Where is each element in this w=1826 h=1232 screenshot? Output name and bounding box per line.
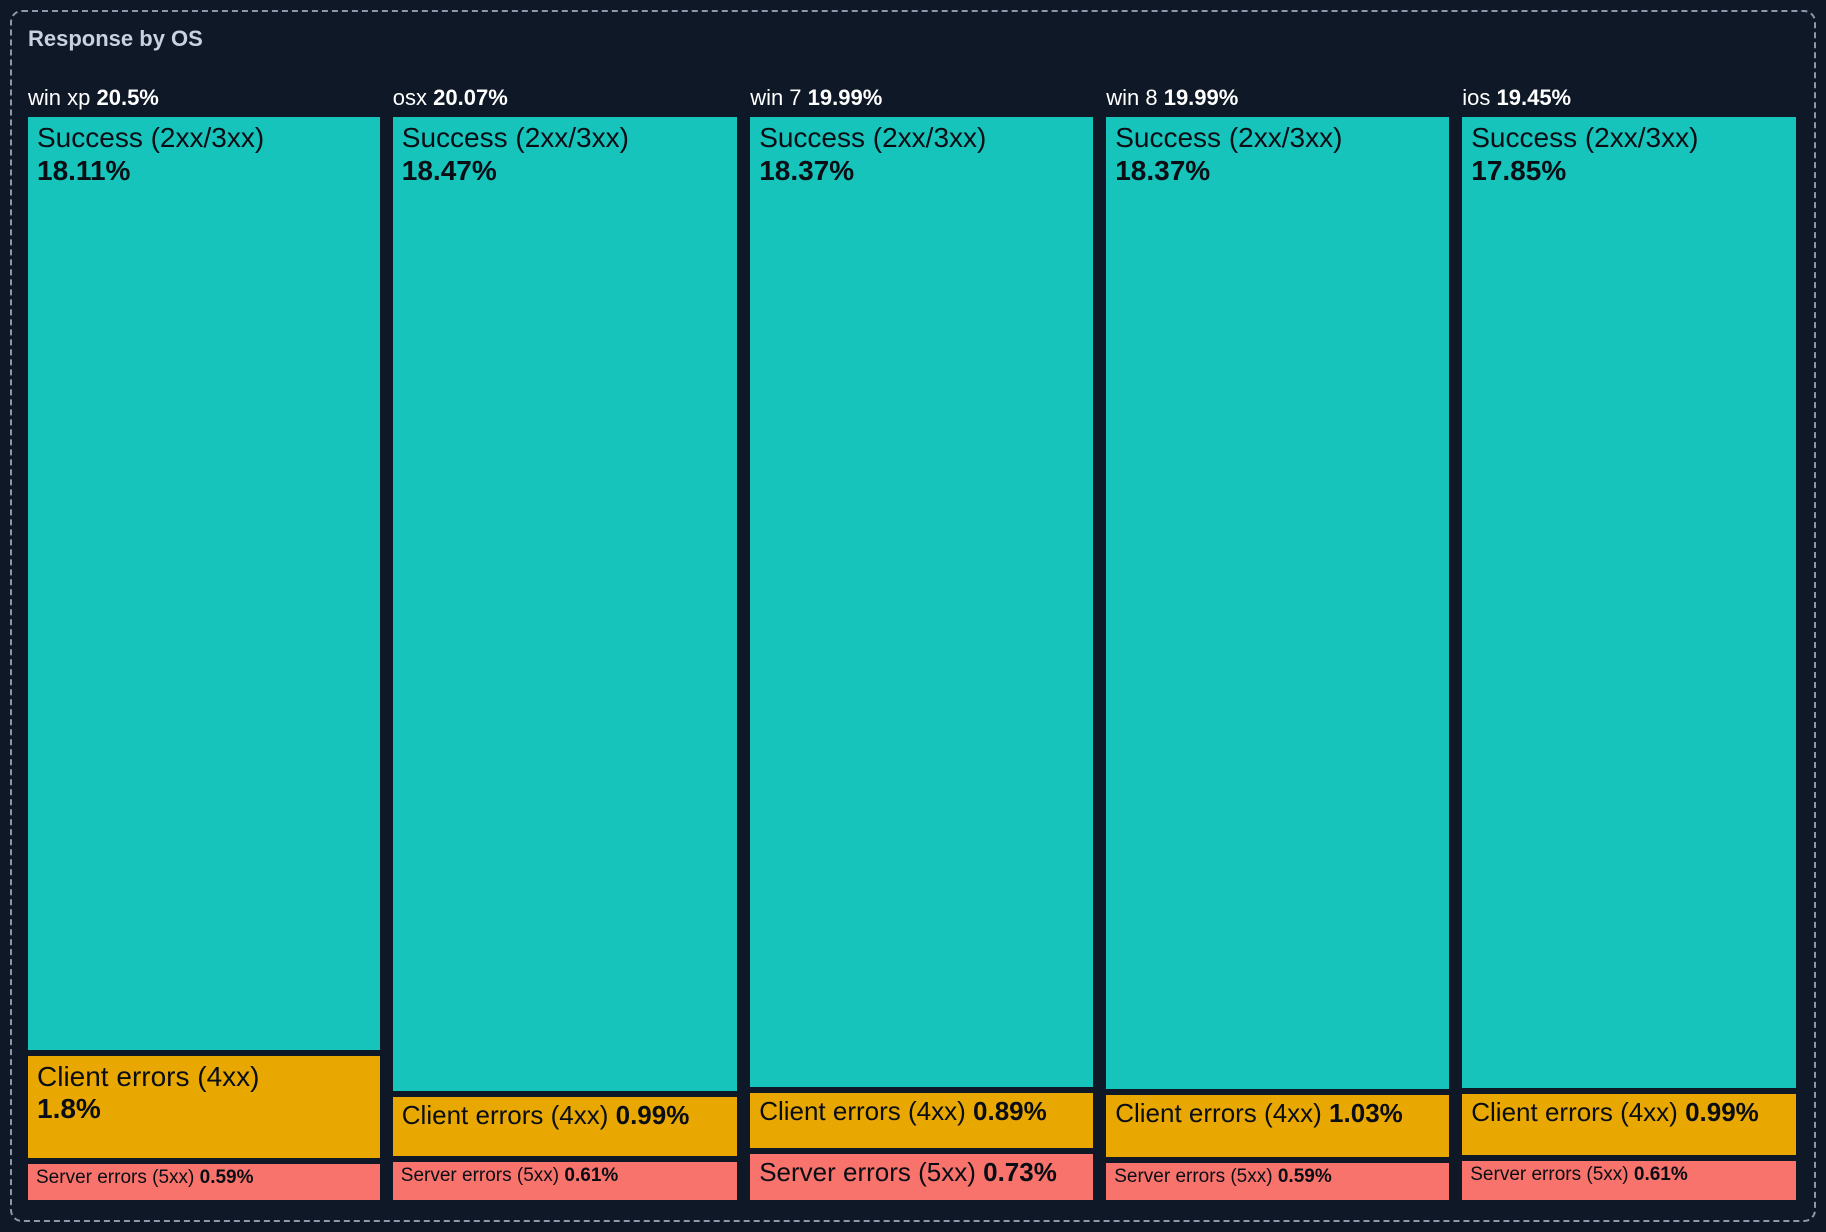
- segment-label: Client errors (4xx): [1115, 1098, 1322, 1129]
- segment-server-errors[interactable]: Server errors (5xx) 0.59%: [1106, 1163, 1450, 1200]
- segment-label: Success (2xx/3xx): [1471, 122, 1699, 154]
- segment-server-errors[interactable]: Server errors (5xx) 0.73%: [750, 1153, 1094, 1200]
- segment-label: Client errors (4xx): [401, 1099, 609, 1130]
- column-label: ios: [1462, 85, 1491, 111]
- segment-label: Server errors (5xx): [1470, 1164, 1629, 1186]
- segment-label: Success (2xx/3xx): [1115, 122, 1343, 154]
- column-header-ios[interactable]: ios 19.45%: [1462, 74, 1796, 117]
- segment-label: Server errors (5xx): [759, 1156, 976, 1187]
- segment-success[interactable]: Success (2xx/3xx) 18.37%: [1106, 117, 1450, 1090]
- treemap: win xp 20.5% Success (2xx/3xx) 18.11% Clie…: [28, 74, 1797, 1200]
- treemap-column-osx: osx 20.07% Success (2xx/3xx) 18.47% Client…: [392, 74, 738, 1200]
- segment-percentage: 0.61%: [1633, 1164, 1688, 1186]
- segment-label: Server errors (5xx): [1114, 1166, 1273, 1188]
- segment-percentage: 0.59%: [1277, 1166, 1332, 1188]
- segment-percentage: 0.99%: [615, 1099, 690, 1130]
- segment-label: Server errors (5xx): [36, 1166, 195, 1188]
- column-header-win-8[interactable]: win 8 19.99%: [1106, 74, 1449, 117]
- segment-label: Success (2xx/3xx): [759, 122, 987, 154]
- column-percentage: 20.07%: [433, 85, 508, 111]
- segment-percentage: 18.47%: [401, 154, 497, 186]
- column-stack: Success (2xx/3xx) 18.11% Client errors (4…: [28, 117, 380, 1200]
- segment-client-errors[interactable]: Client errors (4xx) 1.03%: [1106, 1095, 1450, 1158]
- segment-label: Client errors (4xx): [37, 1061, 260, 1093]
- segment-client-errors[interactable]: Client errors (4xx) 1.8%: [28, 1056, 380, 1158]
- segment-percentage: 18.37%: [759, 154, 855, 186]
- segment-server-errors[interactable]: Server errors (5xx) 0.59%: [28, 1163, 380, 1200]
- segment-percentage: 0.89%: [973, 1096, 1047, 1127]
- column-percentage: 19.99%: [1163, 85, 1239, 111]
- column-stack: Success (2xx/3xx) 18.37% Client errors (4…: [750, 117, 1094, 1200]
- segment-percentage: 17.85%: [1471, 154, 1567, 186]
- segment-label: Success (2xx/3xx): [401, 122, 629, 154]
- column-label: win xp: [28, 85, 91, 111]
- column-stack: Success (2xx/3xx) 17.85% Client errors (4…: [1462, 117, 1797, 1200]
- treemap-column-ios: ios 19.45% Success (2xx/3xx) 17.85% Client…: [1462, 74, 1797, 1200]
- segment-label: Server errors (5xx): [400, 1165, 560, 1187]
- segment-percentage: 0.99%: [1685, 1096, 1759, 1127]
- segment-percentage: 0.61%: [564, 1165, 619, 1187]
- column-label: osx: [392, 85, 428, 111]
- treemap-column-win-xp: win xp 20.5% Success (2xx/3xx) 18.11% Clie…: [28, 74, 380, 1200]
- column-header-win-7[interactable]: win 7 19.99%: [750, 74, 1093, 117]
- segment-client-errors[interactable]: Client errors (4xx) 0.99%: [1462, 1093, 1797, 1156]
- segment-server-errors[interactable]: Server errors (5xx) 0.61%: [392, 1162, 738, 1200]
- segment-client-errors[interactable]: Client errors (4xx) 0.99%: [392, 1096, 738, 1157]
- segment-label: Success (2xx/3xx): [37, 122, 265, 154]
- response-by-os-panel: Response by OS win xp 20.5% Success (2xx/…: [10, 10, 1816, 1222]
- segment-percentage: 18.11%: [37, 154, 131, 186]
- segment-success[interactable]: Success (2xx/3xx) 18.11%: [28, 117, 380, 1051]
- segment-success[interactable]: Success (2xx/3xx) 18.47%: [392, 117, 738, 1091]
- segment-label: Client errors (4xx): [1471, 1096, 1678, 1127]
- column-header-osx[interactable]: osx 20.07%: [393, 74, 737, 117]
- column-percentage: 19.99%: [807, 85, 883, 111]
- segment-success[interactable]: Success (2xx/3xx) 17.85%: [1462, 117, 1797, 1088]
- treemap-column-win-8: win 8 19.99% Success (2xx/3xx) 18.37% Clie…: [1106, 74, 1450, 1200]
- segment-success[interactable]: Success (2xx/3xx) 18.37%: [750, 117, 1094, 1088]
- column-stack: Success (2xx/3xx) 18.47% Client errors (4…: [392, 117, 738, 1200]
- column-label: win 8: [1106, 85, 1158, 111]
- panel-title: Response by OS: [28, 26, 203, 51]
- segment-percentage: 1.8%: [37, 1093, 101, 1125]
- segment-label: Client errors (4xx): [759, 1096, 966, 1127]
- column-stack: Success (2xx/3xx) 18.37% Client errors (4…: [1106, 117, 1450, 1200]
- segment-percentage: 18.37%: [1115, 154, 1211, 186]
- segment-percentage: 1.03%: [1329, 1098, 1403, 1129]
- treemap-column-win-7: win 7 19.99% Success (2xx/3xx) 18.37% Clie…: [750, 74, 1094, 1200]
- segment-server-errors[interactable]: Server errors (5xx) 0.61%: [1462, 1161, 1797, 1200]
- segment-percentage: 0.59%: [199, 1166, 254, 1188]
- segment-percentage: 0.73%: [983, 1156, 1057, 1187]
- segment-client-errors[interactable]: Client errors (4xx) 0.89%: [750, 1093, 1094, 1148]
- column-header-win-xp[interactable]: win xp 20.5%: [28, 74, 380, 117]
- column-label: win 7: [750, 85, 802, 111]
- column-percentage: 20.5%: [96, 85, 159, 111]
- column-percentage: 19.45%: [1496, 85, 1572, 111]
